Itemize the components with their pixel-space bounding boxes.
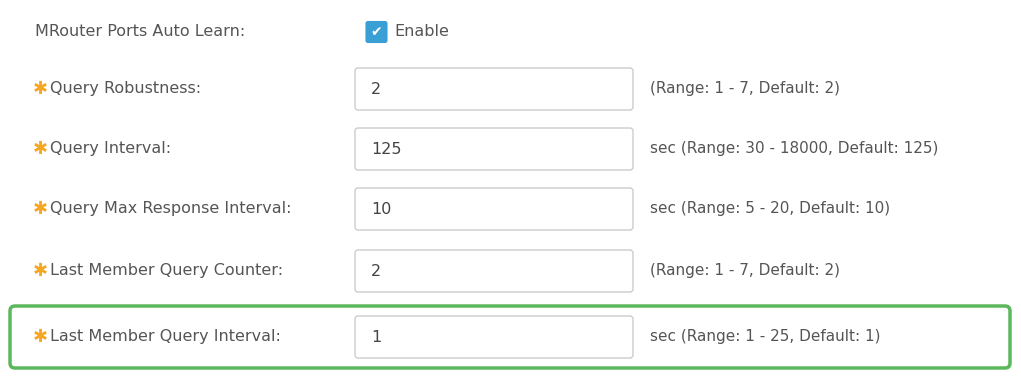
FancyBboxPatch shape [355,68,633,110]
Text: ✱: ✱ [33,200,48,218]
Text: ✱: ✱ [33,328,48,346]
Text: (Range: 1 - 7, Default: 2): (Range: 1 - 7, Default: 2) [650,263,840,278]
Text: Last Member Query Interval:: Last Member Query Interval: [50,329,281,344]
Text: Query Robustness:: Query Robustness: [50,81,201,96]
Text: 1: 1 [371,329,381,344]
FancyBboxPatch shape [355,250,633,292]
Text: (Range: 1 - 7, Default: 2): (Range: 1 - 7, Default: 2) [650,81,840,96]
Text: 2: 2 [371,263,381,278]
Text: sec (Range: 30 - 18000, Default: 125): sec (Range: 30 - 18000, Default: 125) [650,141,938,157]
FancyBboxPatch shape [355,316,633,358]
FancyBboxPatch shape [355,128,633,170]
Text: Enable: Enable [394,25,449,40]
FancyBboxPatch shape [10,306,1010,368]
FancyBboxPatch shape [355,188,633,230]
Text: Query Max Response Interval:: Query Max Response Interval: [50,202,292,217]
Text: sec (Range: 5 - 20, Default: 10): sec (Range: 5 - 20, Default: 10) [650,202,890,217]
Text: ✱: ✱ [33,140,48,158]
Text: 2: 2 [371,81,381,96]
Text: sec (Range: 1 - 25, Default: 1): sec (Range: 1 - 25, Default: 1) [650,329,880,344]
Text: Query Interval:: Query Interval: [50,141,172,157]
Text: 10: 10 [371,202,391,217]
Text: Last Member Query Counter:: Last Member Query Counter: [50,263,283,278]
Text: ✔: ✔ [371,25,382,39]
FancyBboxPatch shape [367,22,387,42]
Text: MRouter Ports Auto Learn:: MRouter Ports Auto Learn: [35,25,245,40]
Text: ✱: ✱ [33,80,48,98]
Text: 125: 125 [371,141,401,157]
Text: ✱: ✱ [33,262,48,280]
